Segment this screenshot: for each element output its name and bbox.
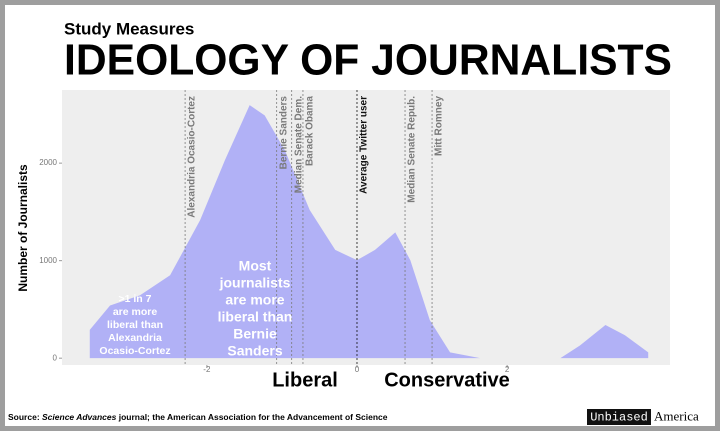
x-tick-label: 0 [355,365,360,374]
brand-box [587,409,651,425]
reference-label: Average Twitter user [359,96,370,194]
area [89,105,649,359]
annotation: are more [225,292,284,308]
reference-label: Median Senate Dem. [293,96,304,193]
x-tick-label: -2 [203,365,211,374]
x-tick-label: 2 [505,365,510,374]
source: Source: Science Advances journal; the Am… [8,412,388,422]
annotation: Bernie [233,326,277,342]
annotation: >1 in 7 [119,293,152,305]
annotation: liberal than [218,309,293,325]
source-part: Source: [8,412,42,422]
annotation: liberal than [107,319,163,331]
y-tick-label: 0 [53,353,58,362]
brand: America [654,408,699,423]
brand: Unbiased [590,411,648,425]
source-part: journal; the American Association for th… [116,412,387,422]
annotation: Alexandria [108,332,162,344]
y-tick-label: 2000 [39,158,57,167]
annotation: are more [113,306,158,318]
annotation: Sanders [227,343,282,359]
reference-label: Barack Obama [305,96,316,166]
y-axis-label: Number of Journalists [16,164,30,292]
annotation: Ocasio-Cortez [99,345,170,357]
source-part: Science Advances [42,412,117,422]
chart-title: IDEOLOGY OF JOURNALISTS [64,36,672,85]
reference-label: Bernie Sanders [278,96,289,170]
reference-label: Mitt Romney [434,96,445,156]
reference-label: Median Senate Repub. [407,96,418,203]
annotation: journalists [219,275,291,291]
x-left-label: Liberal [272,369,338,391]
supertitle: Study Measures [64,19,194,38]
annotation: Most [239,258,272,274]
reference-label: Alexandria Ocasio-Cortez [187,96,198,218]
y-tick-label: 1000 [39,256,57,265]
x-right-label: Conservative [384,369,510,391]
